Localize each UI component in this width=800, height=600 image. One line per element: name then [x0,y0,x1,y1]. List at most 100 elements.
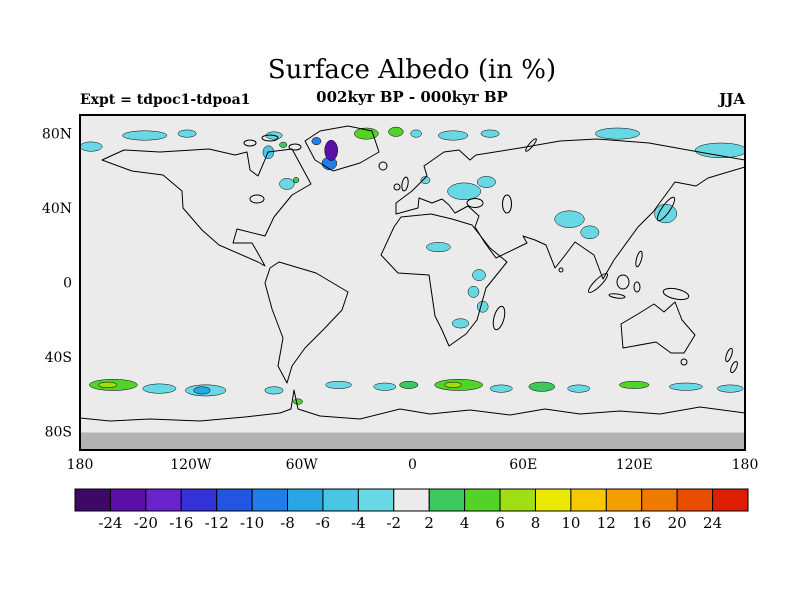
anomaly-patch [717,384,744,393]
season-label: JJA [717,90,745,108]
lat-tick-label: 40N [42,201,72,217]
anomaly-patch [373,382,397,391]
colorbar-tick-label: -16 [169,514,193,532]
anomaly-patch [388,126,404,137]
anomaly-patch [311,137,322,146]
colorbar-segment [216,488,253,512]
anomaly-patch [447,182,482,200]
coast-sulawesi [633,281,641,293]
anomaly-patch [122,130,168,141]
colorbar-tick-label: -6 [316,514,331,532]
colorbar-segment [180,488,218,512]
anomaly-patch [451,318,470,329]
colorbar-segment [499,488,536,512]
anomaly-patch [98,381,118,388]
anomaly-patch [595,127,640,140]
colorbar-segment [145,488,182,512]
anomaly-patch [293,398,303,405]
coast-novaya-zemlya [525,138,537,152]
colorbar [74,488,749,512]
lat-tick-label: 80N [42,127,72,143]
colorbar-segment [74,488,111,512]
colorbar-segment [251,488,289,512]
colorbar-segment [428,488,466,512]
lat-tick-label: 80S [45,424,72,440]
colorbar-tick-label: 24 [703,514,722,532]
colorbar-tick-label: -8 [280,514,295,532]
lat-axis-labels: 80N 40N 0 40S 80S [42,127,72,441]
colorbar-tick-label: 10 [561,514,580,532]
colorbar-segment [464,488,501,512]
anomaly-patch [580,225,600,240]
colorbar-segment [605,488,643,512]
anomaly-patch [426,242,451,253]
lon-tick-label: 60E [509,457,537,473]
anomaly-patch [444,381,462,388]
anomaly-patch [324,139,338,161]
coast-new-zealand-south [730,360,738,374]
coast-africa [380,213,508,347]
colorbar-tick-label: -2 [386,514,401,532]
anomaly-patch [694,142,745,159]
anomaly-patch [489,384,513,393]
colorbar-tick-label: 16 [632,514,651,532]
coast-arctic-island-1 [261,134,279,142]
anomaly-patch [619,380,650,389]
coast-north-america [101,148,312,267]
anomaly-patch [177,129,197,138]
coast-ireland [393,183,401,191]
anomaly-patch [325,380,352,389]
coast-sri-lanka [558,267,564,273]
anomaly-patch [279,178,295,190]
colorbar-tick-label: 6 [495,514,505,532]
coast-caspian-sea [502,194,512,214]
coast-greenland [304,125,380,172]
anomaly-patch [279,141,288,148]
colorbar-tick-label: 4 [460,514,470,532]
map-frame [79,114,746,451]
anomaly-patch [554,210,585,228]
coast-iceland [378,161,388,171]
coast-great-lakes [249,194,265,204]
colorbar-segment [357,488,395,512]
lon-tick-label: 180 [732,457,759,473]
colorbar-segment [570,488,607,512]
coastlines [80,125,745,422]
colorbar-tick-label: -12 [205,514,229,532]
anomaly-patch [293,177,300,184]
colorbar-segment [393,488,430,512]
experiment-label: Expt = tdpoc1-tdpoa1 [80,92,250,108]
lon-axis-labels: 180 120W 60W 0 60E 120E 180 [67,457,759,473]
lon-tick-label: 60W [286,457,319,473]
figure-subtitle: 002kyr BP - 000kyr BP [316,88,508,106]
coast-java [608,293,626,299]
anomaly-patch [472,269,486,281]
coast-sumatra [587,272,609,294]
lat-tick-label: 0 [63,276,72,292]
anomaly-patch [476,176,496,188]
colorbar-segment [109,488,147,512]
lat-tick-label: 40S [45,350,72,366]
anomaly-patch [80,141,103,152]
anomaly-patch [567,384,591,393]
colorbar-segment [676,488,714,512]
colorbar-segment [287,488,324,512]
anomaly-patch [264,386,284,395]
anomaly-patch [142,383,177,394]
anomaly-patch [410,129,422,138]
anomaly-patch [193,386,211,395]
coast-australia [620,301,696,354]
coast-new-zealand-north [725,347,733,363]
coast-tasmania [680,358,688,366]
coast-black-sea [466,198,484,208]
antarctic-mask [80,432,745,450]
coast-borneo [616,274,630,290]
figure-title: Surface Albedo (in %) [268,55,556,85]
colorbar-tick-label: 8 [531,514,541,532]
anomaly-patch [476,300,489,313]
colorbar-segment [322,488,359,512]
lon-tick-label: 120W [170,457,212,473]
anomaly-patch [420,176,431,185]
